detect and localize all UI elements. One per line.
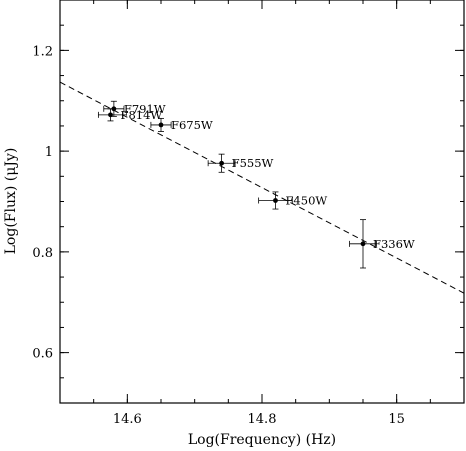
point-label: F791W xyxy=(124,102,166,116)
point-label: F675W xyxy=(171,118,213,132)
data-point: F336W xyxy=(349,219,415,269)
x-tick-label: 14.8 xyxy=(248,412,277,427)
x-axis-label: Log(Frequency) (Hz) xyxy=(188,432,336,448)
y-tick-label: 0.8 xyxy=(32,246,53,261)
point-label: F814W xyxy=(121,108,163,122)
data-point: F450W xyxy=(258,191,327,210)
point-marker xyxy=(360,241,366,247)
data-point: F814W xyxy=(97,108,163,122)
x-axis-ticks: 14.6 14.8 15 xyxy=(59,0,465,427)
fit-line xyxy=(59,81,465,294)
point-label: F555W xyxy=(232,156,274,170)
y-tick-label: 1.2 xyxy=(32,44,53,59)
point-label: F450W xyxy=(285,193,327,207)
data-point: F675W xyxy=(150,118,213,132)
x-tick-label: 15 xyxy=(388,412,405,427)
y-axis-ticks: 0.6 0.8 1 1.2 xyxy=(32,0,464,404)
point-marker xyxy=(219,160,225,166)
plot-frame xyxy=(59,0,465,404)
data-point: F791W xyxy=(103,100,166,117)
y-tick-label: 0.6 xyxy=(32,347,53,362)
data-point: F555W xyxy=(207,153,274,173)
point-label: F336W xyxy=(373,237,415,251)
point-marker xyxy=(273,198,278,203)
y-axis-label: Log(Flux) (μJy) xyxy=(3,148,19,255)
point-marker xyxy=(111,106,117,112)
point-marker xyxy=(108,112,113,118)
point-marker xyxy=(158,122,164,128)
x-tick-label: 14.6 xyxy=(113,412,142,427)
y-tick-label: 1 xyxy=(45,145,53,160)
